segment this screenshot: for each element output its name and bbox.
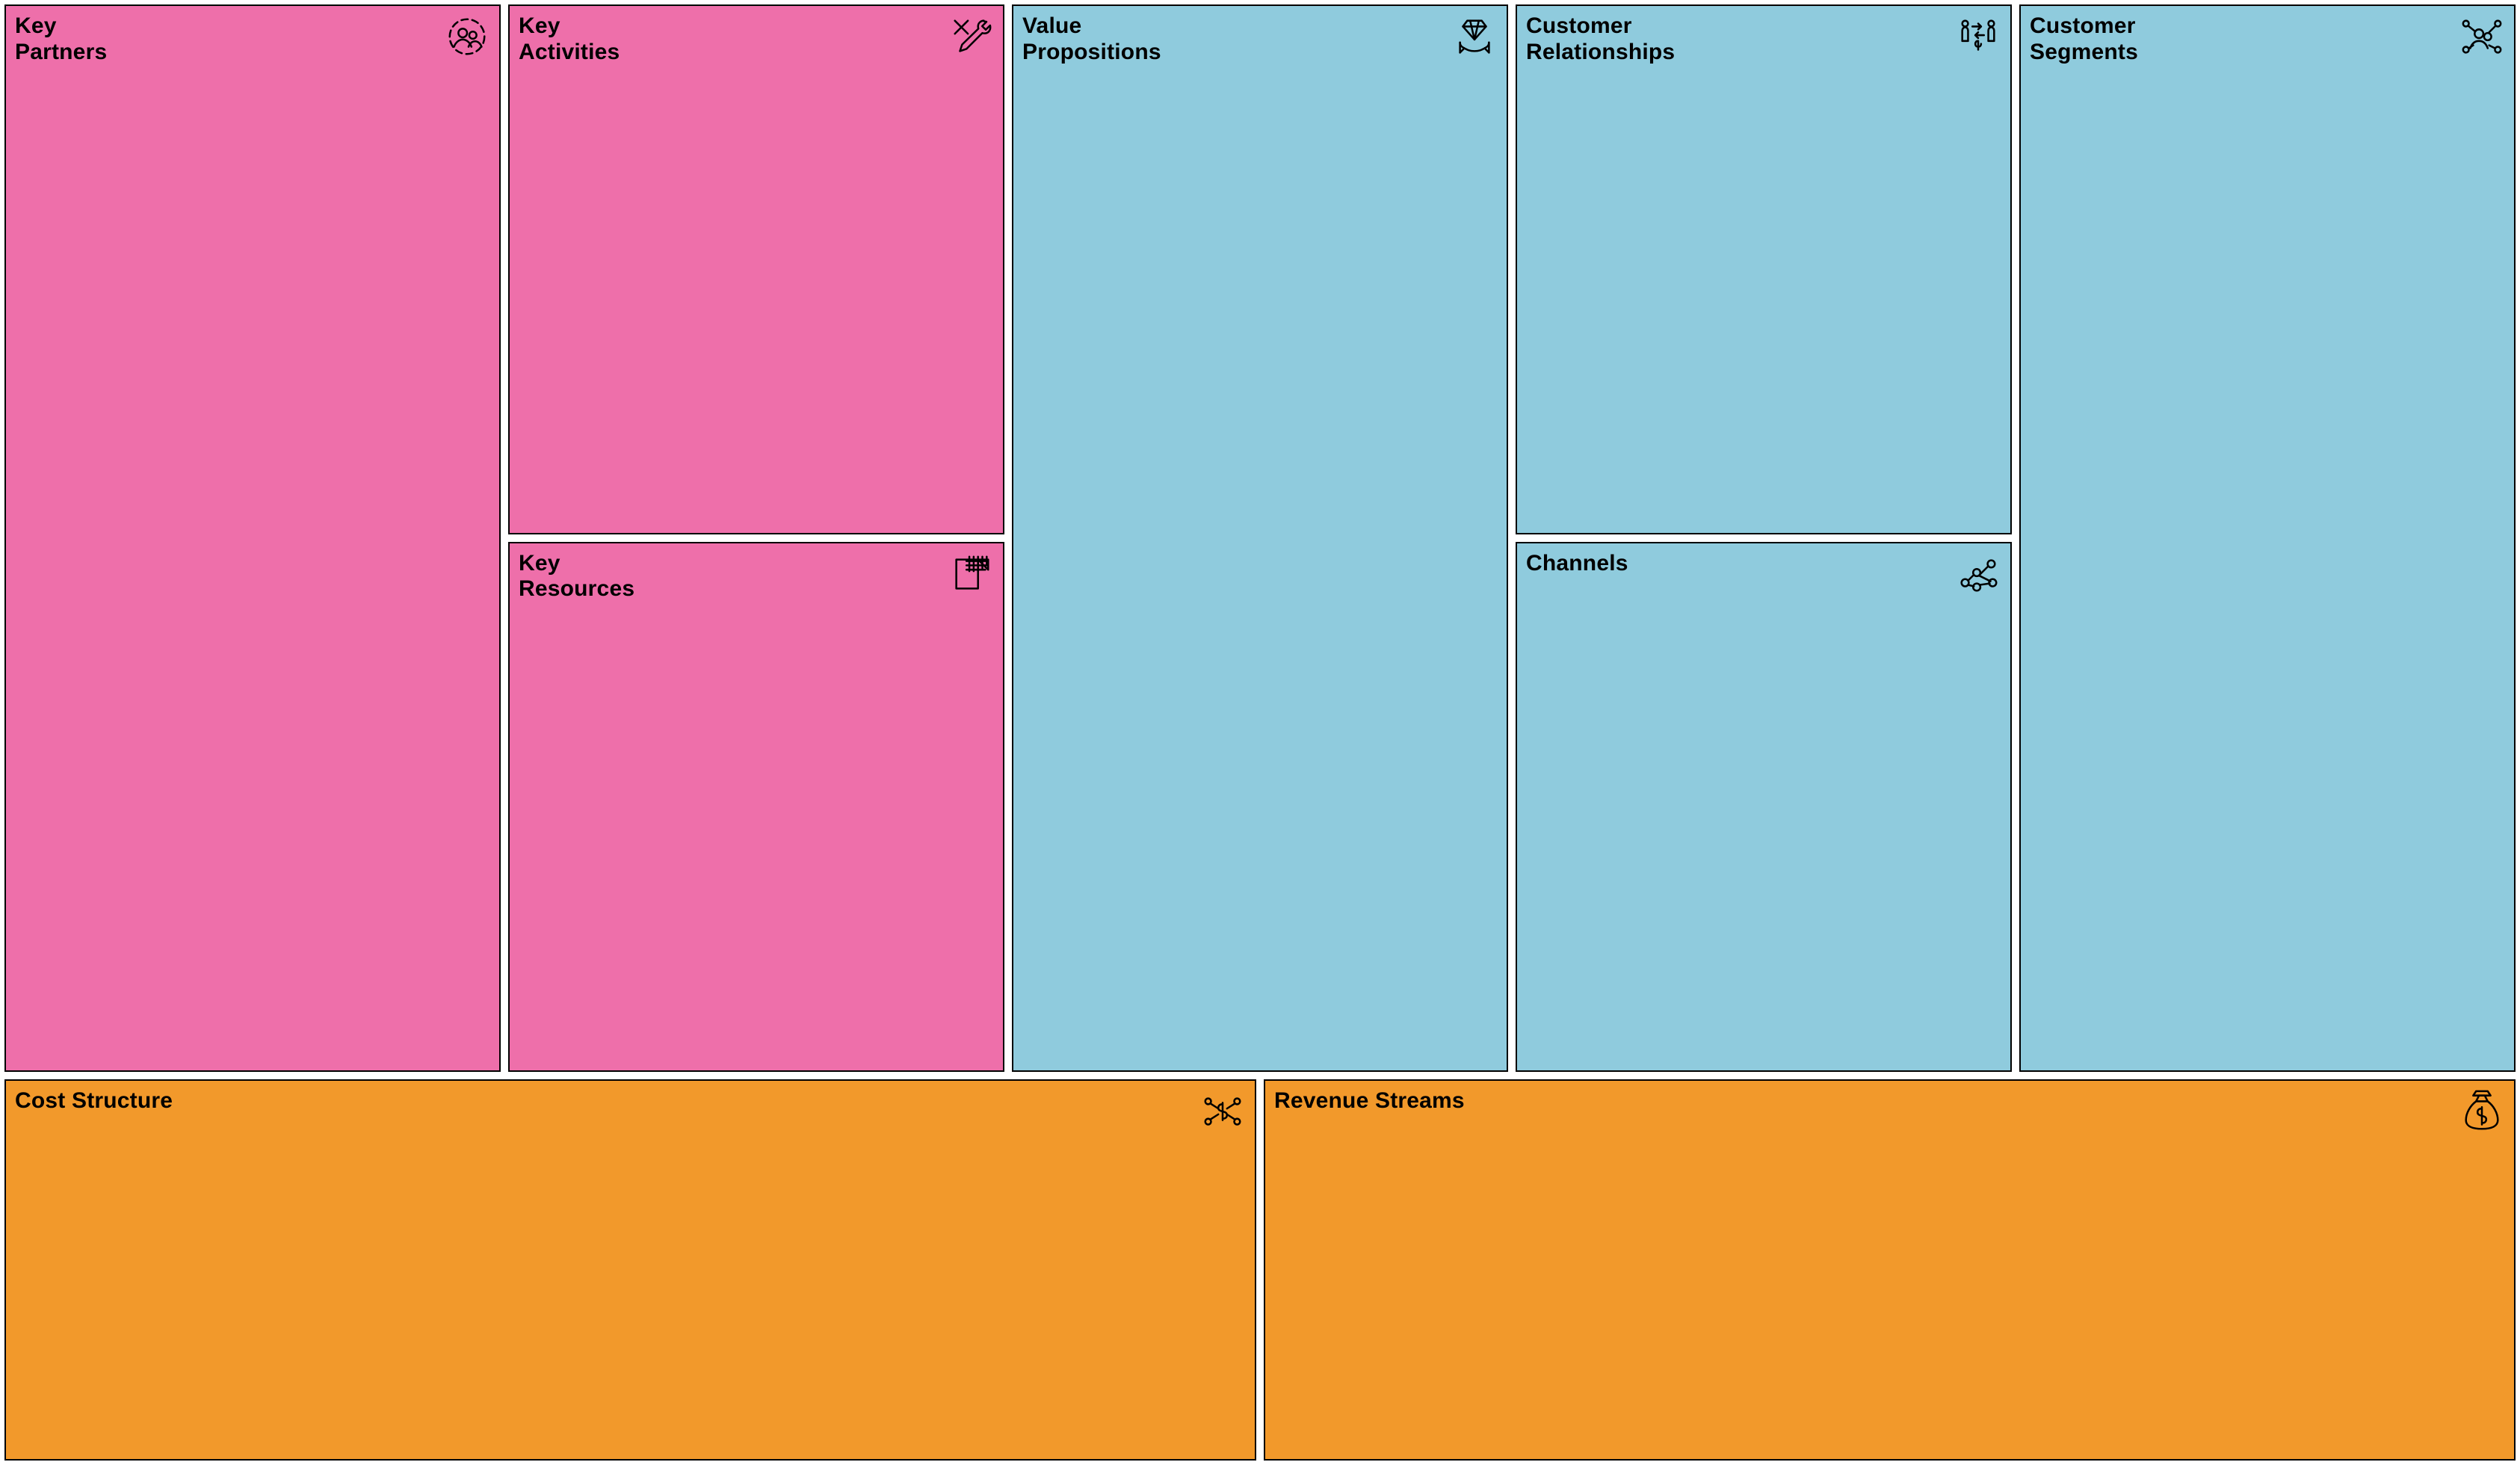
block-key-partners: KeyPartners bbox=[4, 4, 501, 1072]
block-header: CustomerSegments bbox=[2030, 13, 2505, 65]
block-title-value-propositions: ValuePropositions bbox=[1022, 13, 1161, 65]
block-title-key-activities: KeyActivities bbox=[519, 13, 620, 65]
block-title-customer-segments: CustomerSegments bbox=[2030, 13, 2138, 65]
block-revenue-streams: Revenue Streams bbox=[1264, 1079, 2516, 1461]
relationships-icon bbox=[1955, 13, 2001, 60]
segments-icon bbox=[2459, 13, 2505, 60]
value-icon bbox=[1451, 13, 1498, 60]
block-header: Revenue Streams bbox=[1274, 1088, 2505, 1135]
block-customer-segments: CustomerSegments bbox=[2019, 4, 2516, 1072]
cost-icon bbox=[1199, 1088, 1246, 1135]
block-header: KeyResources bbox=[519, 551, 994, 602]
block-key-resources: KeyResources bbox=[508, 542, 1004, 1072]
block-cost-structure: Cost Structure bbox=[4, 1079, 1256, 1461]
block-header: Cost Structure bbox=[15, 1088, 1246, 1135]
channels-icon bbox=[1955, 551, 2001, 597]
block-title-key-resources: KeyResources bbox=[519, 551, 634, 602]
block-customer-relationships: CustomerRelationships bbox=[1516, 4, 2012, 534]
block-header: ValuePropositions bbox=[1022, 13, 1498, 65]
block-channels: Channels bbox=[1516, 542, 2012, 1072]
business-model-canvas: KeyPartners KeyActivities bbox=[4, 4, 2516, 1461]
block-header: KeyPartners bbox=[15, 13, 490, 65]
block-title-channels: Channels bbox=[1526, 551, 1628, 577]
activities-icon bbox=[948, 13, 994, 60]
block-header: Channels bbox=[1526, 551, 2001, 597]
block-key-activities: KeyActivities bbox=[508, 4, 1004, 534]
revenue-icon bbox=[2459, 1088, 2505, 1135]
block-header: CustomerRelationships bbox=[1526, 13, 2001, 65]
block-title-cost-structure: Cost Structure bbox=[15, 1088, 173, 1114]
block-title-key-partners: KeyPartners bbox=[15, 13, 107, 65]
resources-icon bbox=[948, 551, 994, 597]
block-value-propositions: ValuePropositions bbox=[1012, 4, 1508, 1072]
block-header: KeyActivities bbox=[519, 13, 994, 65]
block-title-revenue-streams: Revenue Streams bbox=[1274, 1088, 1465, 1114]
block-title-customer-relationships: CustomerRelationships bbox=[1526, 13, 1675, 65]
partners-icon bbox=[444, 13, 490, 60]
